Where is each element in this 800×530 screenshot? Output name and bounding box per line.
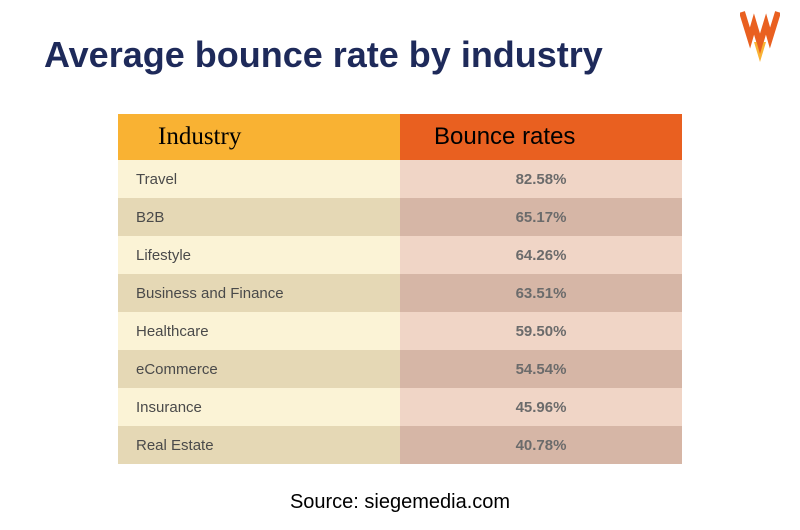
column-header-industry: Industry — [118, 114, 400, 160]
table-row: Healthcare59.50% — [118, 312, 682, 350]
brand-logo-icon — [740, 10, 780, 69]
industry-cell: Insurance — [118, 388, 400, 426]
page-title: Average bounce rate by industry — [44, 34, 603, 76]
rate-cell: 82.58% — [400, 160, 682, 198]
table-row: eCommerce54.54% — [118, 350, 682, 388]
industry-cell: eCommerce — [118, 350, 400, 388]
table-row: Travel82.58% — [118, 160, 682, 198]
rate-cell: 64.26% — [400, 236, 682, 274]
industry-cell: Business and Finance — [118, 274, 400, 312]
source-attribution: Source: siegemedia.com — [0, 491, 800, 514]
industry-cell: B2B — [118, 198, 400, 236]
rate-cell: 45.96% — [400, 388, 682, 426]
rate-cell: 65.17% — [400, 198, 682, 236]
rate-cell: 54.54% — [400, 350, 682, 388]
table-row: Insurance45.96% — [118, 388, 682, 426]
table-row: Business and Finance63.51% — [118, 274, 682, 312]
table-row: Real Estate40.78% — [118, 426, 682, 464]
industry-cell: Real Estate — [118, 426, 400, 464]
column-header-rate: Bounce rates — [400, 114, 682, 160]
rate-cell: 63.51% — [400, 274, 682, 312]
table-header: Industry Bounce rates — [118, 114, 682, 160]
table-row: Lifestyle64.26% — [118, 236, 682, 274]
industry-cell: Healthcare — [118, 312, 400, 350]
bounce-rate-table: Industry Bounce rates Travel82.58%B2B65.… — [118, 114, 682, 464]
rate-cell: 59.50% — [400, 312, 682, 350]
industry-cell: Travel — [118, 160, 400, 198]
table-row: B2B65.17% — [118, 198, 682, 236]
industry-cell: Lifestyle — [118, 236, 400, 274]
rate-cell: 40.78% — [400, 426, 682, 464]
